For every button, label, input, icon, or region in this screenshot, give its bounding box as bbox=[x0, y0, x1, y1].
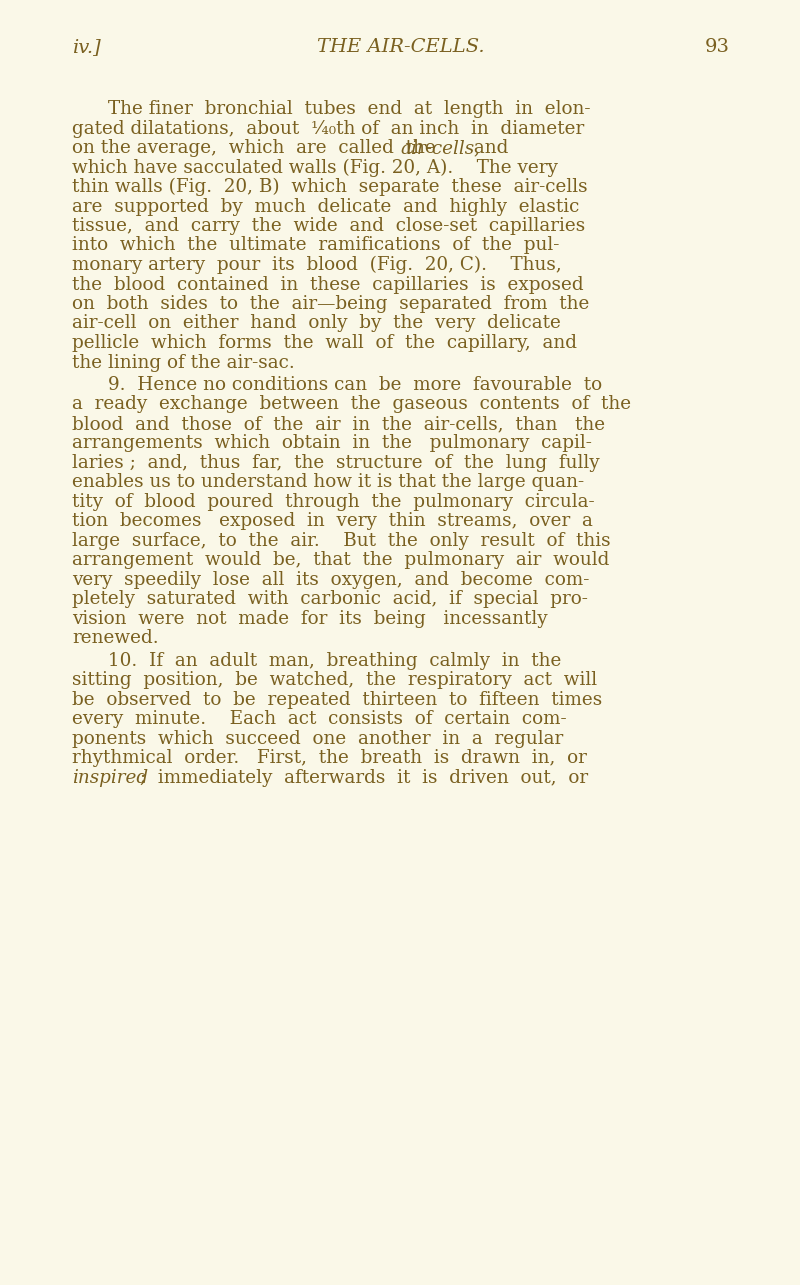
Text: blood  and  those  of  the  air  in  the  air-cells,  than   the: blood and those of the air in the air-ce… bbox=[72, 415, 605, 433]
Text: into  which  the  ultimate  ramifications  of  the  pul-: into which the ultimate ramifications of… bbox=[72, 236, 559, 254]
Text: tity  of  blood  poured  through  the  pulmonary  circula-: tity of blood poured through the pulmona… bbox=[72, 493, 594, 511]
Text: rhythmical  order.   First,  the  breath  is  drawn  in,  or: rhythmical order. First, the breath is d… bbox=[72, 749, 587, 767]
Text: 93: 93 bbox=[705, 39, 730, 57]
Text: renewed.: renewed. bbox=[72, 630, 158, 648]
Text: iv.]: iv.] bbox=[72, 39, 101, 57]
Text: pellicle  which  forms  the  wall  of  the  capillary,  and: pellicle which forms the wall of the cap… bbox=[72, 334, 577, 352]
Text: the  blood  contained  in  these  capillaries  is  exposed: the blood contained in these capillaries… bbox=[72, 275, 584, 293]
Text: which have sacculated walls (Fig. 20, A).    The very: which have sacculated walls (Fig. 20, A)… bbox=[72, 158, 558, 177]
Text: very  speedily  lose  all  its  oxygen,  and  become  com-: very speedily lose all its oxygen, and b… bbox=[72, 571, 590, 589]
Text: thin walls (Fig.  20, B)  which  separate  these  air-cells: thin walls (Fig. 20, B) which separate t… bbox=[72, 179, 588, 197]
Text: inspired: inspired bbox=[72, 768, 148, 786]
Text: tissue,  and  carry  the  wide  and  close-set  capillaries: tissue, and carry the wide and close-set… bbox=[72, 217, 586, 235]
Text: 10.  If  an  adult  man,  breathing  calmly  in  the: 10. If an adult man, breathing calmly in… bbox=[108, 651, 562, 669]
Text: on  both  sides  to  the  air—being  separated  from  the: on both sides to the air—being separated… bbox=[72, 296, 590, 314]
Text: large  surface,  to  the  air.    But  the  only  result  of  this: large surface, to the air. But the only … bbox=[72, 532, 610, 550]
Text: arrangement  would  be,  that  the  pulmonary  air  would: arrangement would be, that the pulmonary… bbox=[72, 551, 610, 569]
Text: The finer  bronchial  tubes  end  at  length  in  elon-: The finer bronchial tubes end at length … bbox=[108, 100, 590, 118]
Text: ponents  which  succeed  one  another  in  a  regular: ponents which succeed one another in a r… bbox=[72, 730, 563, 748]
Text: every  minute.    Each  act  consists  of  certain  com-: every minute. Each act consists of certa… bbox=[72, 711, 566, 729]
Text: a  ready  exchange  between  the  gaseous  contents  of  the: a ready exchange between the gaseous con… bbox=[72, 396, 631, 414]
Text: arrangements  which  obtain  in  the   pulmonary  capil-: arrangements which obtain in the pulmona… bbox=[72, 434, 592, 452]
Text: air-cell  on  either  hand  only  by  the  very  delicate: air-cell on either hand only by the very… bbox=[72, 315, 561, 333]
Text: tion  becomes   exposed  in  very  thin  streams,  over  a: tion becomes exposed in very thin stream… bbox=[72, 513, 593, 531]
Text: be  observed  to  be  repeated  thirteen  to  fifteen  times: be observed to be repeated thirteen to f… bbox=[72, 691, 602, 709]
Text: are  supported  by  much  delicate  and  highly  elastic: are supported by much delicate and highl… bbox=[72, 198, 579, 216]
Text: monary artery  pour  its  blood  (Fig.  20, C).    Thus,: monary artery pour its blood (Fig. 20, C… bbox=[72, 256, 562, 274]
Text: enables us to understand how it is that the large quan-: enables us to understand how it is that … bbox=[72, 473, 584, 491]
Text: ;  immediately  afterwards  it  is  driven  out,  or: ; immediately afterwards it is driven ou… bbox=[134, 768, 588, 786]
Text: on the average,  which  are  called  the: on the average, which are called the bbox=[72, 139, 442, 157]
Text: air-cells,: air-cells, bbox=[400, 139, 480, 157]
Text: and: and bbox=[468, 139, 508, 157]
Text: sitting  position,  be  watched,  the  respiratory  act  will: sitting position, be watched, the respir… bbox=[72, 671, 597, 689]
Text: pletely  saturated  with  carbonic  acid,  if  special  pro-: pletely saturated with carbonic acid, if… bbox=[72, 590, 588, 608]
Text: the lining of the air-sac.: the lining of the air-sac. bbox=[72, 353, 294, 371]
Text: THE AIR-CELLS.: THE AIR-CELLS. bbox=[317, 39, 485, 57]
Text: laries ;  and,  thus  far,  the  structure  of  the  lung  fully: laries ; and, thus far, the structure of… bbox=[72, 454, 600, 472]
Text: gated dilatations,  about  ¹⁄₄₀th of  an inch  in  diameter: gated dilatations, about ¹⁄₄₀th of an in… bbox=[72, 120, 584, 137]
Text: 9.  Hence no conditions can  be  more  favourable  to: 9. Hence no conditions can be more favou… bbox=[108, 377, 602, 394]
Text: vision  were  not  made  for  its  being   incessantly: vision were not made for its being inces… bbox=[72, 610, 548, 628]
